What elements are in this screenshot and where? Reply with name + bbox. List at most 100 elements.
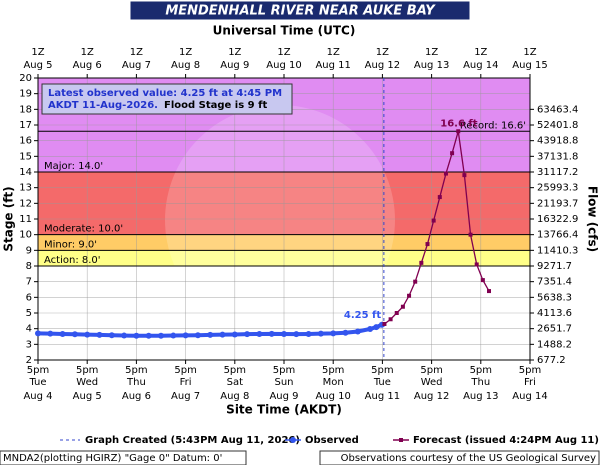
observed-point	[84, 331, 91, 338]
footer-left: MNDA2(plotting HGIRZ) "Gage 0" Datum: 0'	[3, 453, 222, 464]
x-tick-label: 5pm	[76, 365, 98, 376]
y-tick-label: 15	[19, 151, 32, 162]
y2-tick-label: 16322.9	[537, 214, 578, 225]
forecast-point	[474, 262, 479, 267]
forecast-point	[388, 317, 393, 322]
x-tick-label: Aug 7	[171, 391, 200, 402]
x-tick-label: Sun	[274, 377, 293, 388]
observed-point	[219, 331, 226, 338]
forecast-point	[480, 278, 485, 283]
y2-tick-label: 52401.8	[537, 120, 578, 131]
value-label: 4.25 ft	[344, 310, 382, 321]
top-tick-label: Aug 7	[122, 60, 151, 71]
info-box	[41, 83, 293, 115]
y-tick-label: 6	[26, 292, 32, 303]
x-tick-label: Tue	[373, 377, 391, 388]
x-tick-label: Fri	[524, 377, 536, 388]
x-tick-label: Thu	[126, 377, 146, 388]
x-tick-label: Wed	[421, 377, 443, 388]
x-tick-label: Mon	[323, 377, 344, 388]
y2-tick-label: 21193.7	[537, 198, 578, 209]
observed-point	[268, 330, 275, 337]
x-tick-label: Aug 12	[414, 391, 449, 402]
flood-label: Moderate: 10.0'	[44, 224, 123, 235]
observed-point	[96, 331, 103, 338]
x-tick-label: Thu	[470, 377, 490, 388]
y-tick-label: 5	[26, 308, 32, 319]
observed-point	[231, 331, 238, 338]
footer-box	[0, 450, 247, 465]
x-tick-label: 5pm	[371, 365, 393, 376]
top-tick-label: Aug 6	[73, 60, 102, 71]
top-tick-label: 1Z	[130, 47, 143, 58]
forecast-point	[437, 195, 442, 200]
footer-box	[319, 450, 600, 465]
y2-tick-label: 7351.4	[537, 277, 572, 288]
y-tick-label: 12	[19, 198, 32, 209]
observed-point	[305, 330, 312, 337]
observed-point	[256, 330, 263, 337]
title-bar	[129, 0, 471, 21]
forecast-point	[450, 151, 455, 156]
x-tick-label: Fri	[180, 377, 192, 388]
y-tick-label: 3	[26, 339, 32, 350]
forecast-point	[413, 279, 418, 284]
y2-tick-label: 43918.8	[537, 136, 578, 147]
y2-tick-label: 677.2	[537, 355, 566, 366]
observed-point	[35, 330, 41, 337]
y2-tick-label: 9271.7	[537, 261, 572, 272]
y-tick-label: 10	[19, 230, 32, 241]
observed-point	[47, 330, 54, 337]
forecast-point	[394, 311, 399, 315]
observed-point	[71, 331, 78, 338]
top-tick-label: 1Z	[31, 47, 44, 58]
top-tick-label: Aug 5	[23, 60, 52, 71]
x-tick-label: Sat	[227, 377, 243, 388]
observed-point	[59, 330, 66, 337]
forecast-point	[487, 289, 491, 294]
y-tick-label: 18	[19, 104, 32, 115]
y-tick-label: 11	[19, 214, 32, 225]
x-tick-label: Aug 9	[269, 391, 298, 402]
y2-tick-label: 2651.7	[537, 324, 572, 335]
observed-point	[367, 325, 374, 332]
x-tick-label: Aug 6	[122, 391, 151, 402]
forecast-point	[407, 293, 412, 298]
y-tick-label: 17	[19, 120, 32, 131]
x-tick-label: Aug 10	[315, 391, 350, 402]
forecast-point	[443, 171, 448, 176]
x-tick-label: Aug 11	[365, 391, 400, 402]
top-tick-label: Aug 12	[365, 60, 400, 71]
legend-marker	[399, 438, 403, 442]
forecast-point	[400, 304, 405, 309]
observed-point	[182, 332, 189, 339]
top-tick-label: Aug 14	[463, 60, 498, 71]
observed-point	[170, 332, 177, 339]
legend-marker	[290, 437, 296, 443]
observed-point	[194, 332, 201, 339]
y-tick-label: 2	[26, 355, 32, 366]
y-tick-label: 8	[26, 261, 32, 272]
top-tick-label: Aug 15	[512, 60, 547, 71]
observed-point	[293, 331, 300, 338]
observed-point	[342, 329, 349, 336]
x-tick-label: Tue	[28, 377, 46, 388]
x-tick-label: 5pm	[519, 365, 541, 376]
y2-tick-label: 31117.2	[537, 167, 578, 178]
x-axis-title: Site Time (AKDT)	[226, 403, 342, 417]
observed-point	[330, 330, 337, 337]
x-tick-label: 5pm	[125, 365, 147, 376]
x-tick-label: 5pm	[224, 365, 246, 376]
y2-tick-label: 5638.3	[537, 292, 572, 303]
forecast-point	[431, 218, 436, 223]
top-tick-label: 1Z	[81, 47, 94, 58]
y2-tick-label: 25993.3	[537, 183, 578, 194]
forecast-point	[382, 321, 387, 326]
x-tick-label: Aug 8	[220, 391, 249, 402]
observed-point	[121, 332, 128, 339]
y-tick-label: 9	[26, 245, 32, 256]
x-tick-label: 5pm	[470, 365, 492, 376]
info-text: AKDT 11-Aug-2026.	[48, 100, 158, 111]
y2-tick-label: 13766.4	[537, 230, 578, 241]
top-tick-label: Aug 11	[315, 60, 350, 71]
